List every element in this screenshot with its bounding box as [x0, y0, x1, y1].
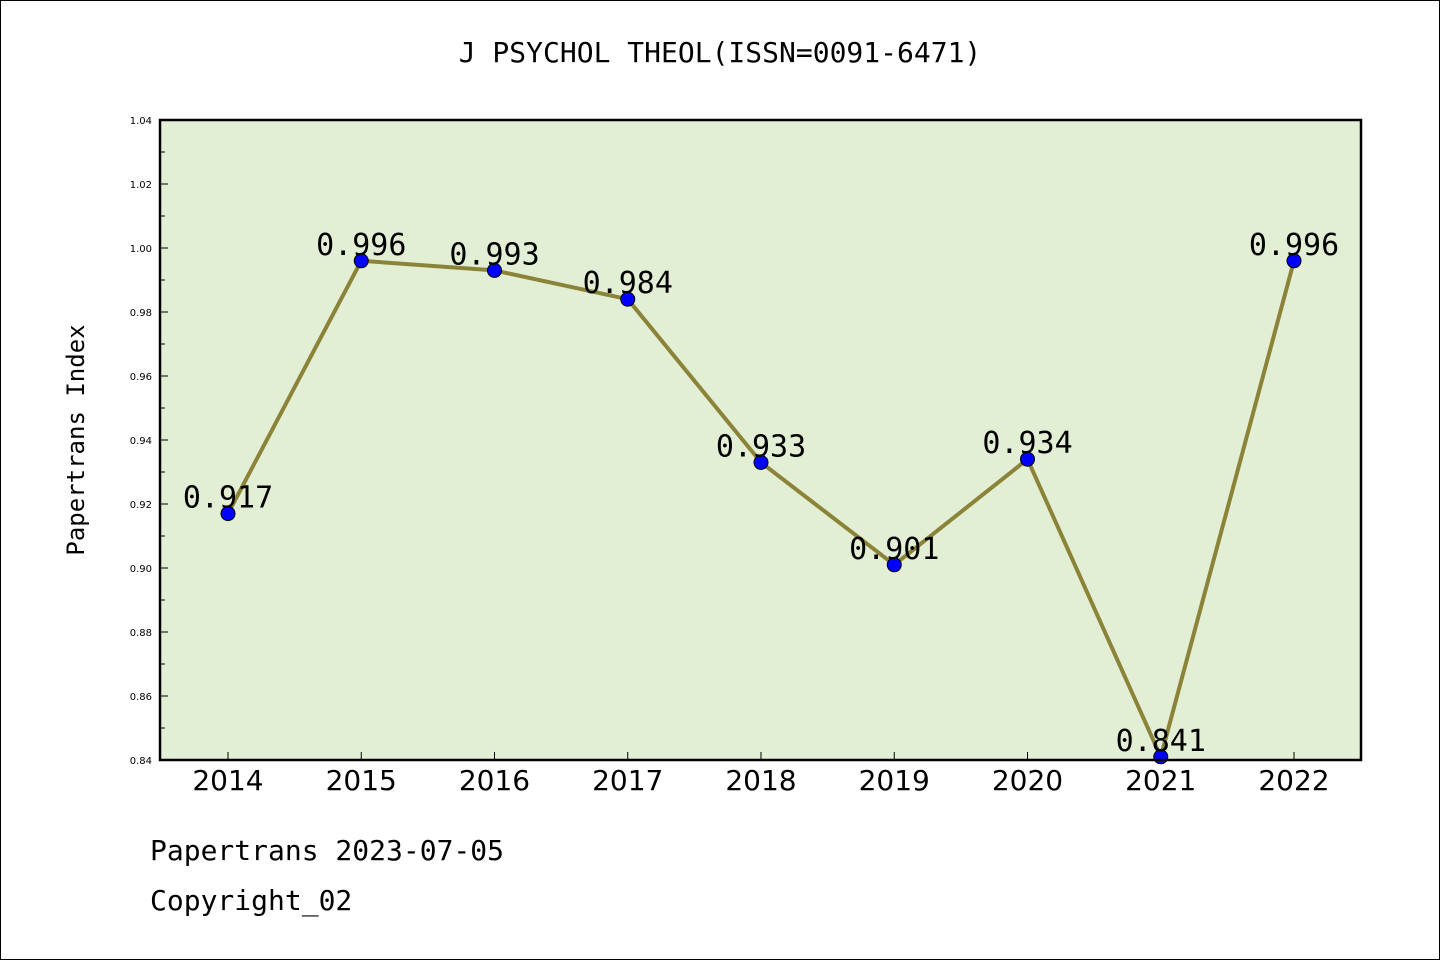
y-tick-label: 1.02 — [130, 180, 152, 191]
y-tick-label: 1.04 — [130, 116, 152, 127]
x-tick-label: 2016 — [459, 764, 530, 797]
plot-border — [158, 118, 1363, 762]
x-tick-label: 2017 — [592, 764, 663, 797]
x-tick-label: 2022 — [1258, 764, 1329, 797]
x-tick-label: 2015 — [326, 764, 397, 797]
footer-copyright: Copyright_02 — [150, 884, 353, 917]
data-label: 0.996 — [316, 228, 406, 263]
x-axis: 2014 2015 2016 2017 2018 2019 2020 2021 2022 — [192, 752, 1330, 797]
x-tick-label: 2020 — [992, 764, 1063, 797]
y-tick-label: 0.92 — [130, 500, 152, 511]
data-label: 0.933 — [716, 429, 806, 464]
data-label: 0.841 — [1116, 724, 1206, 759]
data-label: 0.996 — [1249, 228, 1339, 263]
y-tick-label: 0.98 — [130, 308, 152, 319]
y-tick-label: 0.90 — [130, 564, 152, 575]
data-label: 0.984 — [583, 266, 673, 301]
data-point — [220, 506, 236, 522]
y-tick-label: 0.86 — [130, 692, 152, 703]
y-tick-label: 0.96 — [130, 372, 152, 383]
y-tick-label: 0.84 — [130, 756, 152, 767]
y-tick-label: 1.00 — [130, 244, 152, 255]
data-point — [1286, 253, 1302, 269]
data-point — [753, 454, 769, 470]
footer-date: Papertrans 2023-07-05 — [150, 834, 505, 867]
data-point — [886, 557, 902, 573]
x-tick-label: 2018 — [725, 764, 796, 797]
plot-area — [160, 120, 1361, 760]
data-label: 0.934 — [982, 426, 1072, 461]
y-tick-label: 0.94 — [130, 436, 152, 447]
chart-title: J PSYCHOL THEOL(ISSN=0091-6471) — [458, 36, 982, 69]
data-label: 0.917 — [183, 481, 273, 516]
data-point — [1020, 451, 1035, 467]
x-tick-label: 2019 — [859, 764, 930, 797]
x-tick-label: 2014 — [192, 764, 263, 797]
y-axis-label: Papertrans Index — [62, 324, 90, 555]
data-point — [353, 253, 369, 269]
data-labels-group: 0.917 0.996 0.993 0.984 0.933 0.901 0.934 0.841… — [183, 228, 1339, 759]
x-tick-label: 2021 — [1125, 764, 1196, 797]
data-point — [620, 291, 636, 307]
y-axis: 0.84 0.86 0.88 0.90 0.92 0.94 0.96 0.98 1.00 1.02… — [130, 116, 168, 767]
series-group — [220, 253, 1302, 765]
data-label: 0.993 — [449, 237, 539, 272]
y-tick-label: 0.88 — [130, 628, 152, 639]
data-label: 0.901 — [849, 532, 939, 567]
data-point — [487, 262, 502, 278]
